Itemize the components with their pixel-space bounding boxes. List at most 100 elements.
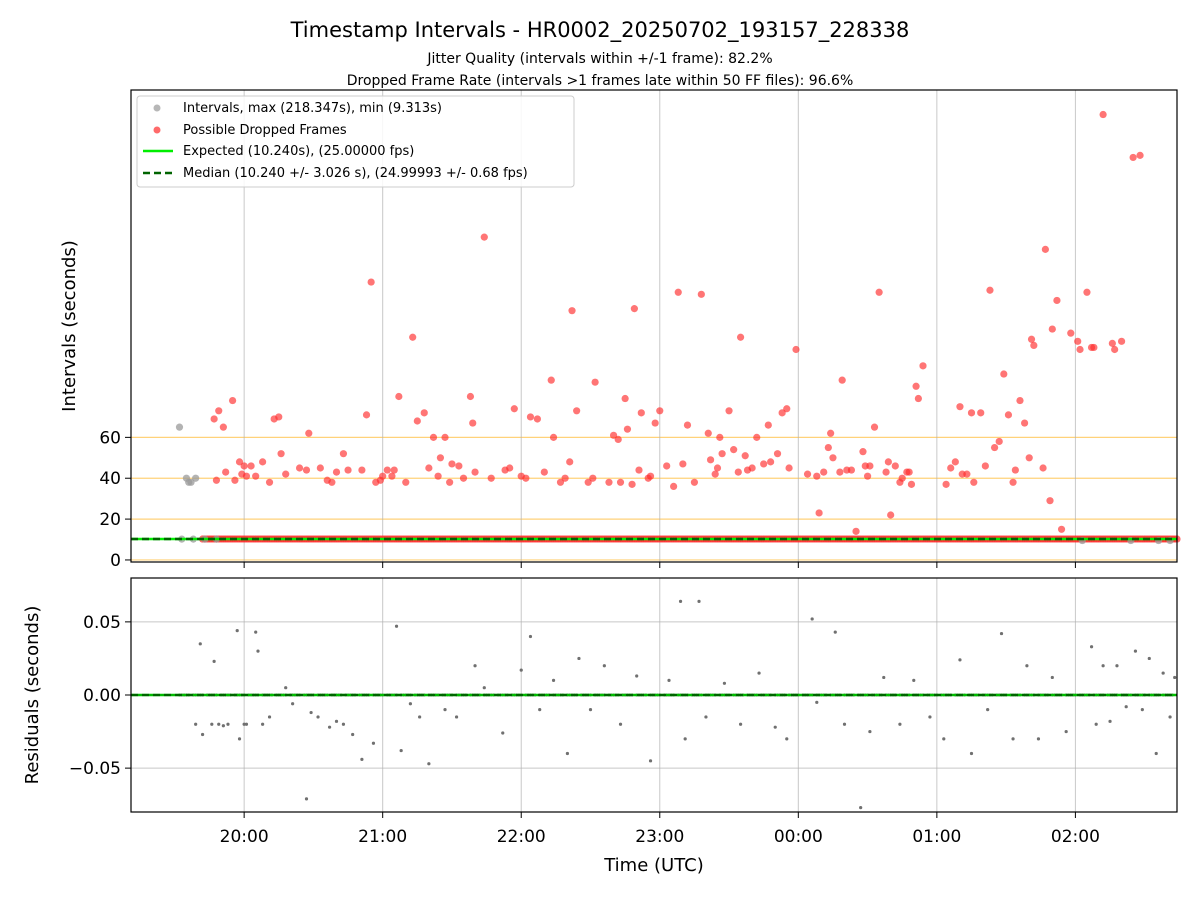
residual-point <box>443 708 447 712</box>
dropped-frame-point <box>919 362 927 370</box>
residual-point <box>1147 656 1151 661</box>
dropped-frame-point <box>898 474 906 482</box>
residual-point <box>697 599 701 604</box>
dropped-frame-point <box>379 472 387 480</box>
dropped-frame-point <box>663 462 671 470</box>
dropped-frame-point <box>344 466 352 474</box>
dropped-frame-point <box>887 511 895 519</box>
dropped-frame-point <box>434 472 442 480</box>
intervals-x-ticks <box>243 562 1076 568</box>
residual-point <box>304 797 309 801</box>
legend-box <box>136 95 575 188</box>
legend: Intervals, max (218.347s), min (9.313s) … <box>136 95 575 188</box>
residual-point <box>1161 671 1165 675</box>
residual-point <box>1133 649 1138 653</box>
dropped-frame-point <box>674 288 682 296</box>
residual-point <box>194 722 198 726</box>
residual-point <box>859 806 863 810</box>
dropped-frame-point <box>425 464 433 472</box>
dropped-frame-point <box>870 423 879 431</box>
dropped-frame-point <box>852 527 860 535</box>
dropped-frame-point <box>1117 337 1126 345</box>
dropped-frame-point <box>981 462 989 470</box>
dropped-frame-point <box>1021 419 1029 427</box>
residual-point <box>519 668 523 672</box>
y-tick-label: 0.05 <box>83 613 121 633</box>
y-tick-label: 20 <box>99 510 121 530</box>
residual-point <box>678 599 683 604</box>
residual-point <box>722 681 727 685</box>
dropped-frame-point <box>242 472 251 480</box>
dropped-frame-point <box>566 458 574 466</box>
dropped-frame-point <box>295 464 304 472</box>
dropped-frame-point <box>907 480 916 488</box>
dropped-frame-point <box>526 413 535 421</box>
dropped-frame-point <box>459 474 468 482</box>
residual-point <box>833 630 837 634</box>
residual-point <box>588 708 593 712</box>
dropped-frame-point <box>803 470 812 478</box>
residual-point <box>528 634 533 639</box>
dropped-frame-point <box>891 462 899 470</box>
dropped-frame-point <box>1004 411 1013 419</box>
dropped-frame-point <box>838 376 846 384</box>
dropped-frame-point <box>995 437 1003 446</box>
residual-point <box>217 722 221 726</box>
dropped-frame-point <box>977 409 985 417</box>
residual-point <box>221 724 225 728</box>
y-tick-label: 60 <box>99 428 121 448</box>
residual-point <box>334 719 339 723</box>
dropped-frame-point <box>956 403 964 411</box>
residual-point <box>683 737 687 741</box>
dropped-frame-point <box>1053 296 1061 305</box>
dropped-frame-point <box>469 419 477 427</box>
residual-point <box>1168 715 1172 719</box>
residual-point <box>999 631 1004 636</box>
residual-point <box>198 642 202 646</box>
dropped-frame-point <box>358 466 366 474</box>
residual-point <box>284 686 288 690</box>
dropped-frame-point <box>1016 396 1024 405</box>
dropped-frame-point <box>829 454 837 462</box>
residual-point <box>261 722 265 726</box>
dropped-frame-point <box>466 392 475 401</box>
dropped-frame-point <box>1027 335 1036 343</box>
dropped-frame-point <box>711 470 719 478</box>
dropped-frame-point <box>395 392 403 401</box>
dropped-frame-point <box>741 452 749 460</box>
residual-point <box>399 748 403 753</box>
dropped-frame-point <box>487 474 495 482</box>
residual-point <box>1124 705 1128 709</box>
residual-point <box>785 737 789 741</box>
dropped-frame-point <box>549 433 558 441</box>
dropped-frame-point <box>725 407 733 415</box>
dropped-frame-point <box>302 466 311 474</box>
dropped-frame-point <box>275 413 283 421</box>
residual-point <box>912 678 916 682</box>
dropped-frame-point <box>773 450 782 458</box>
dropped-frame-point <box>764 421 772 429</box>
dropped-frame-point <box>778 409 786 417</box>
intervals-plot: 0 20 40 60 Intervals (seconds) Intervals, m… <box>59 89 1181 571</box>
residual-point <box>738 722 743 726</box>
dropped-frame-point <box>718 450 726 458</box>
dropped-frame-point <box>1083 288 1091 296</box>
dropped-frame-point <box>277 450 285 458</box>
residual-point <box>757 671 761 675</box>
residual-point <box>810 617 814 621</box>
residual-point <box>351 732 355 737</box>
residual-point <box>618 722 623 726</box>
dropped-frame-point <box>265 478 274 486</box>
residual-point <box>237 737 242 741</box>
residual-point <box>327 725 332 729</box>
residual-point <box>648 759 653 763</box>
x-tick-label: 23:00 <box>635 827 684 847</box>
residual-point <box>254 630 258 634</box>
legend-marker-dropped <box>153 126 161 134</box>
dropped-frame-point <box>1000 370 1008 378</box>
residual-point <box>986 708 990 712</box>
dropped-frame-point <box>875 288 883 296</box>
y-tick-label: 0 <box>110 551 121 571</box>
dropped-frame-point <box>480 233 488 241</box>
residual-point <box>291 702 295 706</box>
